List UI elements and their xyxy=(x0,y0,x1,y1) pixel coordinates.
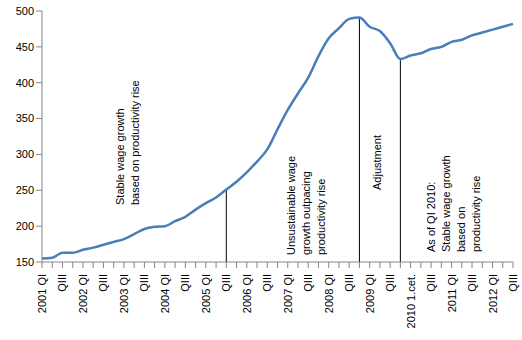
svg-text:2010 1.cet.: 2010 1.cet. xyxy=(405,274,417,328)
svg-text:2009 QI: 2009 QI xyxy=(364,274,376,313)
svg-text:As of QI 2010:: As of QI 2010: xyxy=(425,182,437,252)
svg-text:400: 400 xyxy=(16,77,34,89)
svg-text:QIII: QIII xyxy=(220,274,232,292)
svg-text:500: 500 xyxy=(16,5,34,17)
svg-text:2006 QI: 2006 QI xyxy=(241,274,253,313)
svg-text:2008 QI: 2008 QI xyxy=(323,274,335,313)
svg-text:2004 QI: 2004 QI xyxy=(159,274,171,313)
svg-text:based on: based on xyxy=(455,207,467,252)
svg-text:2005 QI: 2005 QI xyxy=(200,274,212,313)
svg-text:250: 250 xyxy=(16,184,34,196)
svg-text:QIII: QIII xyxy=(261,274,273,292)
svg-text:2003 QI: 2003 QI xyxy=(118,274,130,313)
svg-text:QIII: QIII xyxy=(507,274,519,292)
svg-text:2012 QI: 2012 QI xyxy=(487,274,499,313)
svg-text:based on productivity rise: based on productivity rise xyxy=(129,80,141,205)
svg-text:300: 300 xyxy=(16,148,34,160)
svg-text:QIII: QIII xyxy=(138,274,150,292)
svg-text:350: 350 xyxy=(16,112,34,124)
svg-text:QIII: QIII xyxy=(302,274,314,292)
svg-text:productivity rise: productivity rise xyxy=(315,179,327,255)
svg-text:2007 QI: 2007 QI xyxy=(282,274,294,313)
svg-text:QIII: QIII xyxy=(466,274,478,292)
svg-text:Stable wage growth: Stable wage growth xyxy=(440,155,452,252)
svg-text:200: 200 xyxy=(16,220,34,232)
svg-text:growth outpacing: growth outpacing xyxy=(300,171,312,255)
svg-text:Adjustment: Adjustment xyxy=(371,135,383,190)
svg-text:QIII: QIII xyxy=(425,274,437,292)
svg-text:450: 450 xyxy=(16,41,34,53)
svg-text:QIII: QIII xyxy=(56,274,68,292)
svg-text:productivity rise: productivity rise xyxy=(470,176,482,252)
svg-text:Stable wage growth: Stable wage growth xyxy=(114,108,126,205)
svg-text:150: 150 xyxy=(16,256,34,268)
svg-text:2011 QI: 2011 QI xyxy=(446,274,458,312)
svg-text:QIII: QIII xyxy=(343,274,355,292)
svg-text:QIII: QIII xyxy=(179,274,191,292)
svg-text:QIII: QIII xyxy=(97,274,109,292)
svg-text:QIII: QIII xyxy=(384,274,396,292)
svg-text:2001 QI: 2001 QI xyxy=(36,274,48,313)
svg-text:2002 QI: 2002 QI xyxy=(77,274,89,313)
svg-text:Unsustainable wage: Unsustainable wage xyxy=(285,156,297,255)
